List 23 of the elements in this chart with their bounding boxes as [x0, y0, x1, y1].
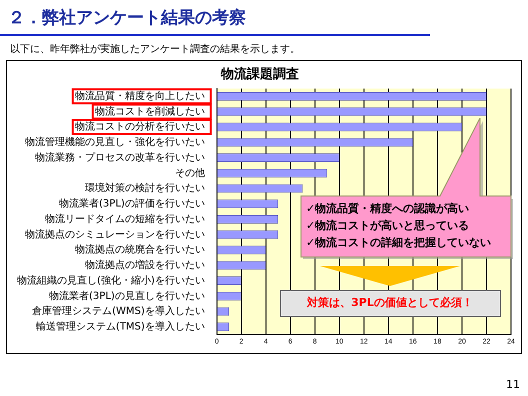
annotation: ✓物流コストが高いと思っている: [306, 218, 470, 234]
text: ２．弊社アンケート結果の考察: [8, 7, 246, 29]
text: 以下に、昨年弊社が実施したアンケート調査の結果を示します。: [10, 42, 300, 56]
y-tick-label: 物流リードタイムの短縮を行いたい: [44, 212, 205, 225]
chart-title: 物流課題調査: [220, 66, 299, 82]
y-tick-label: 物流コストの分析を行いたい: [74, 120, 205, 133]
y-tick-label: 物流業務・プロセスの改革を行いたい: [34, 151, 205, 164]
annotation: ✓物流コストの詳細を把握していない: [306, 235, 492, 251]
y-tick-label: 環境対策の検討を行いたい: [84, 182, 205, 194]
y-tick-label: 物流拠点のシミュレーションを行いたい: [24, 228, 205, 240]
y-tick-label: その他: [174, 166, 205, 179]
y-tick-label: 物流拠点の統廃合を行いたい: [74, 244, 205, 256]
y-tick-label: 物流業者(3PL)の評価を行いたい: [59, 198, 205, 210]
y-tick-label: 物流管理機能の見直し・強化を行いたい: [24, 136, 205, 148]
y-tick-label: 物流組織の見直し(強化・縮小)を行いたい: [16, 274, 205, 286]
y-tick-label: 輸送管理システム(TMS)を導入したい: [36, 320, 205, 333]
y-tick-label: 物流コストを削減したい: [94, 105, 205, 118]
text: 11: [506, 378, 520, 391]
y-tick-label: 倉庫管理システム(WMS)を導入したい: [32, 305, 205, 318]
y-tick-label: 物流拠点の増設を行いたい: [84, 259, 205, 272]
annotation: ✓物流品質・精度への認識が高い: [306, 201, 470, 217]
y-tick-label: 物流品質・精度を向上したい: [74, 90, 205, 102]
y-tick-label: 物流業者(3PL)の見直しを行いたい: [49, 290, 205, 302]
